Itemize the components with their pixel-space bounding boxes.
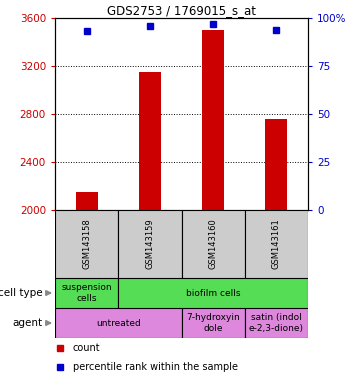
Text: 7-hydroxyin
dole: 7-hydroxyin dole <box>186 313 240 333</box>
Bar <box>182 308 245 338</box>
Text: agent: agent <box>12 318 42 328</box>
Bar <box>55 308 182 338</box>
Text: GSM143161: GSM143161 <box>272 218 281 269</box>
Bar <box>245 210 308 278</box>
Text: biofilm cells: biofilm cells <box>186 288 240 298</box>
Bar <box>118 210 182 278</box>
Bar <box>55 278 118 308</box>
Bar <box>265 119 287 210</box>
Bar <box>118 278 308 308</box>
Text: percentile rank within the sample: percentile rank within the sample <box>73 362 238 372</box>
Bar <box>139 72 161 210</box>
Text: GSM143159: GSM143159 <box>145 218 154 269</box>
Bar <box>245 308 308 338</box>
Text: cell type: cell type <box>0 288 42 298</box>
Text: suspension
cells: suspension cells <box>61 283 112 303</box>
Text: satin (indol
e-2,3-dione): satin (indol e-2,3-dione) <box>249 313 304 333</box>
Bar <box>76 192 98 210</box>
Bar <box>202 30 224 210</box>
Title: GDS2753 / 1769015_s_at: GDS2753 / 1769015_s_at <box>107 4 256 17</box>
Text: GSM143160: GSM143160 <box>209 218 218 269</box>
Text: untreated: untreated <box>96 318 141 328</box>
Bar <box>182 210 245 278</box>
Bar <box>55 210 118 278</box>
Text: GSM143158: GSM143158 <box>82 218 91 269</box>
Text: count: count <box>73 343 100 353</box>
